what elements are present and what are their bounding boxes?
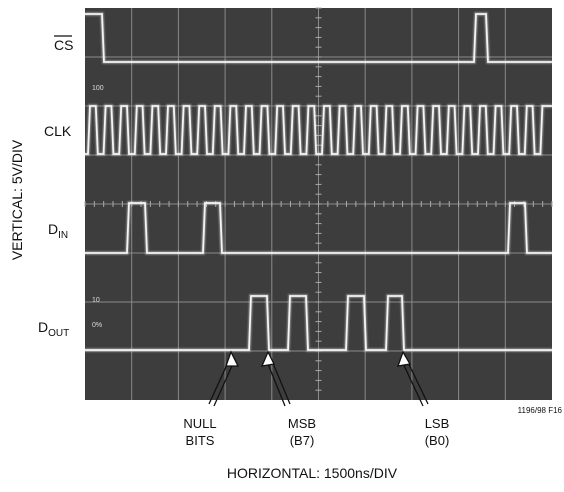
arrows <box>208 350 429 407</box>
figure-id: 1196/98 F16 <box>518 406 563 415</box>
annotation: BITS <box>186 433 215 448</box>
trace <box>85 105 552 155</box>
trace <box>85 202 552 254</box>
scope-mark: 100 <box>92 85 104 92</box>
signal-label: CS <box>54 37 73 53</box>
annotation: (B7) <box>290 433 315 448</box>
trace <box>85 13 552 63</box>
signal-label: DOUT <box>38 319 69 339</box>
signal-label: CLK <box>44 123 72 139</box>
scope-mark: 10 <box>92 297 100 304</box>
traces <box>85 12 552 352</box>
annotation: (B0) <box>425 433 450 448</box>
trace <box>85 295 552 351</box>
annotation: MSB <box>288 416 316 431</box>
signal-subscript: IN <box>58 230 68 241</box>
signal-label: D <box>38 319 48 335</box>
annotation: NULL <box>183 416 216 431</box>
scope-mark: 0% <box>92 322 102 329</box>
signal-label: DIN <box>48 221 68 241</box>
horizontal-label: HORIZONTAL: 1500ns/DIV <box>227 465 398 481</box>
annotation: LSB <box>425 416 450 431</box>
signal-subscript: OUT <box>48 328 69 339</box>
vertical-label: VERTICAL: 5V/DIV <box>9 139 25 260</box>
signal-label: D <box>48 221 58 237</box>
